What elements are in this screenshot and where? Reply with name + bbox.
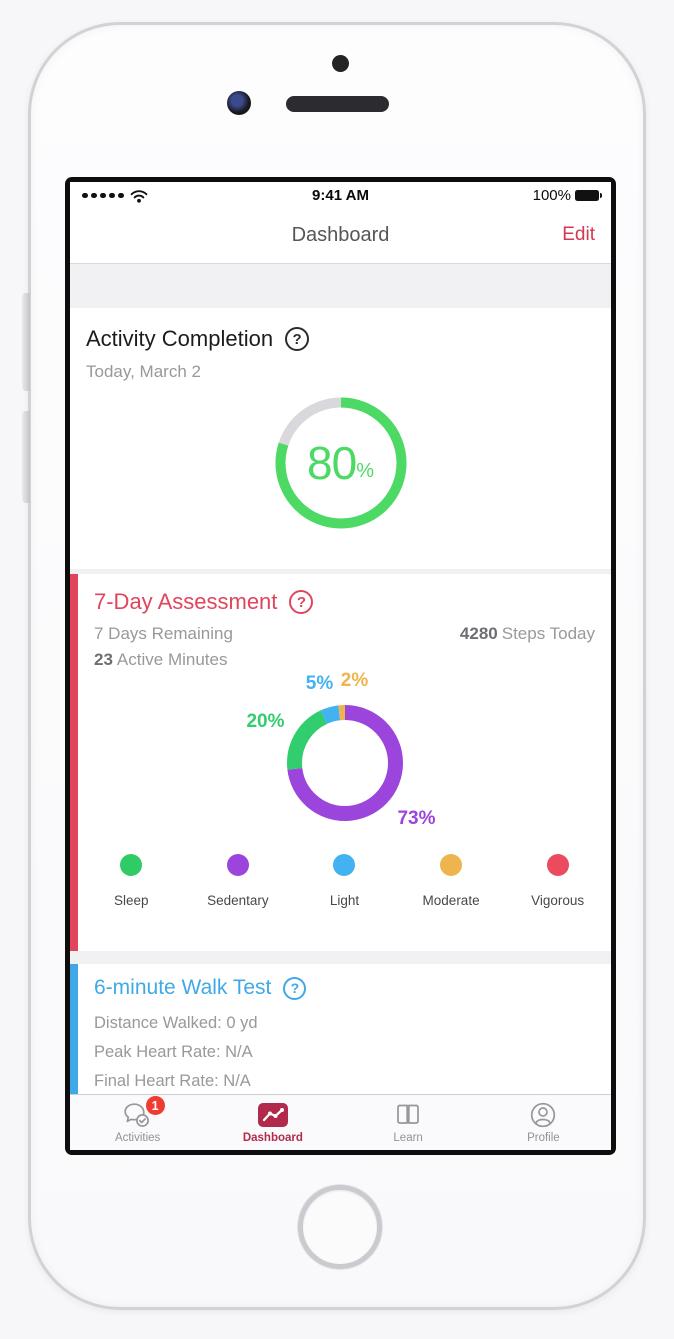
learn-book-icon: [394, 1100, 422, 1130]
volume-down-button: [22, 411, 30, 503]
activity-ring-svg: [275, 397, 406, 529]
app-screen: 9:41 AM 100% Dashboard Edit Activity Com…: [70, 182, 611, 1150]
edit-button[interactable]: Edit: [562, 224, 595, 245]
moderate-dot-icon: [440, 854, 463, 876]
final-heart-rate: Final Heart Rate: N/A: [94, 1072, 251, 1090]
days-remaining: 7 Days Remaining: [94, 624, 233, 643]
assessment-help-icon[interactable]: ?: [289, 590, 314, 614]
steps-value: 4280: [459, 624, 498, 643]
tab-bar: 1 Activities Dashboard: [70, 1094, 611, 1150]
tab-dashboard[interactable]: Dashboard: [205, 1095, 340, 1150]
wifi-icon: [130, 189, 148, 203]
legend-item-sleep: Sleep: [78, 854, 185, 908]
dashboard-chart-icon: [257, 1100, 289, 1130]
light-dot-icon: [333, 854, 356, 876]
donut-label-sedentary: 73%: [397, 808, 436, 829]
sleep-dot-icon: [120, 854, 143, 876]
distance-walked: Distance Walked: 0 yd: [94, 1014, 258, 1032]
assessment-card[interactable]: 7-Day Assessment ? 7 Days Remaining 4280…: [70, 574, 611, 951]
steps-today: 4280 Steps Today: [460, 624, 595, 644]
legend-item-light: Light: [291, 854, 398, 908]
assessment-donut-chart: 73% 20% 5% 2%: [215, 670, 475, 848]
activity-completion-card[interactable]: Activity Completion ? Today, March 2 80 …: [70, 308, 611, 569]
phone-frame: 9:41 AM 100% Dashboard Edit Activity Com…: [22, 22, 646, 1310]
dashboard-content: Activity Completion ? Today, March 2 80 …: [70, 264, 611, 1094]
sedentary-dot-icon: [226, 854, 249, 876]
donut-label-light: 5%: [305, 673, 334, 694]
proximity-sensor: [332, 55, 349, 72]
activity-date: Today, March 2: [86, 362, 201, 381]
legend-item-vigorous: Vigorous: [504, 854, 611, 908]
front-camera: [227, 91, 251, 115]
activity-progress-ring: 80 %: [275, 397, 407, 529]
active-minutes-value: 23: [94, 650, 113, 669]
assessment-donut-svg: [286, 705, 403, 821]
activity-percent-sign: %: [356, 459, 374, 482]
activity-help-icon[interactable]: ?: [285, 327, 310, 351]
volume-up-button: [22, 293, 30, 391]
steps-label: Steps Today: [501, 624, 595, 643]
tab-learn[interactable]: Learn: [341, 1095, 476, 1150]
vigorous-dot-icon: [546, 854, 569, 876]
activity-card-title: Activity Completion: [86, 326, 274, 351]
activity-percent-value: 80: [307, 437, 357, 489]
battery-percent: 100%: [532, 187, 571, 204]
status-bar: 9:41 AM 100%: [70, 182, 611, 207]
activity-legend: Sleep Sedentary Light Moderate: [78, 854, 611, 908]
activities-chat-check-icon: 1: [123, 1096, 165, 1130]
cell-signal-icon: [82, 192, 124, 199]
nav-bar: Dashboard Edit: [70, 207, 611, 264]
walk-help-icon[interactable]: ?: [283, 976, 307, 1000]
walk-card-title: 6-minute Walk Test: [94, 976, 272, 999]
assessment-card-title: 7-Day Assessment: [94, 589, 278, 614]
status-time: 9:41 AM: [312, 187, 369, 204]
walk-test-card[interactable]: 6-minute Walk Test ? Distance Walked: 0 …: [70, 964, 611, 1094]
battery-icon: [575, 189, 602, 202]
section-spacer: [70, 264, 611, 308]
activities-badge: 1: [145, 1096, 165, 1115]
donut-label-moderate: 2%: [340, 670, 369, 691]
screen-bezel: 9:41 AM 100% Dashboard Edit Activity Com…: [65, 177, 616, 1155]
page-title: Dashboard: [291, 223, 390, 246]
home-button[interactable]: [298, 1185, 382, 1269]
card-divider: [70, 951, 611, 964]
active-minutes-label: Active Minutes: [116, 650, 228, 669]
legend-item-moderate: Moderate: [398, 854, 505, 908]
tab-profile[interactable]: Profile: [476, 1095, 611, 1150]
tab-activities[interactable]: 1 Activities: [70, 1095, 205, 1150]
earpiece-speaker: [286, 96, 389, 112]
legend-item-sedentary: Sedentary: [185, 854, 292, 908]
peak-heart-rate: Peak Heart Rate: N/A: [94, 1043, 253, 1061]
profile-person-icon: [529, 1100, 557, 1130]
donut-label-sleep: 20%: [246, 711, 285, 732]
